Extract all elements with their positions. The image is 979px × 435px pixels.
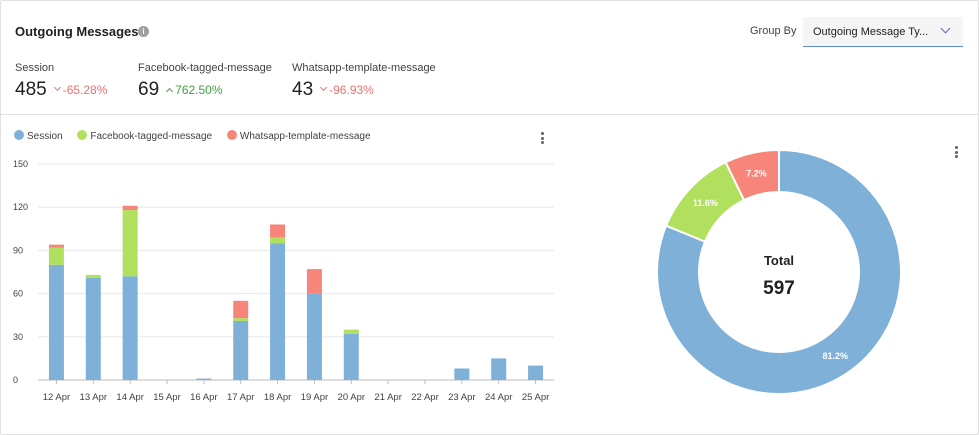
legend-item-session[interactable]: Session (14, 130, 63, 142)
metric-change: 762.50% (161, 83, 223, 97)
arrow-up-icon (166, 88, 174, 96)
metric-value: 69 (138, 79, 160, 100)
legend-item-facebook[interactable]: Facebook-tagged-message (77, 130, 212, 142)
chevron-down-icon (940, 23, 951, 34)
metric-value: 485 (15, 79, 47, 100)
legend-dot (14, 130, 24, 141)
metric-label: Session (15, 62, 55, 74)
donut-chart-menu-icon[interactable] (955, 146, 959, 160)
metric-facebook: Facebook-tagged-message 69 762.50% (138, 62, 272, 101)
group-by-value: Outgoing Message Ty... (813, 26, 929, 38)
metric-whatsapp: Whatsapp-template-message 43 -96.93% (292, 62, 436, 101)
metric-label: Whatsapp-template-message (292, 62, 436, 74)
chart-legend: Session Facebook-tagged-message Whatsapp… (14, 130, 383, 142)
info-icon[interactable]: i (138, 26, 149, 37)
metric-label: Facebook-tagged-message (138, 62, 272, 74)
metric-session: Session 485 -65.28% (15, 62, 107, 101)
legend-dot (77, 130, 88, 141)
section-divider (1, 114, 978, 115)
group-by-select[interactable]: Outgoing Message Ty... (803, 17, 963, 47)
group-by-label: Group By (750, 25, 797, 37)
page-title: Outgoing Messages (15, 24, 139, 39)
legend-item-whatsapp[interactable]: Whatsapp-template-message (226, 130, 371, 142)
metric-change: -65.28% (49, 83, 107, 97)
legend-dot (226, 130, 237, 141)
metric-change: -96.93% (315, 83, 374, 97)
bar-chart-menu-icon[interactable] (541, 132, 545, 146)
arrow-down-icon (320, 84, 328, 92)
arrow-down-icon (53, 84, 61, 92)
metric-value: 43 (292, 79, 314, 100)
